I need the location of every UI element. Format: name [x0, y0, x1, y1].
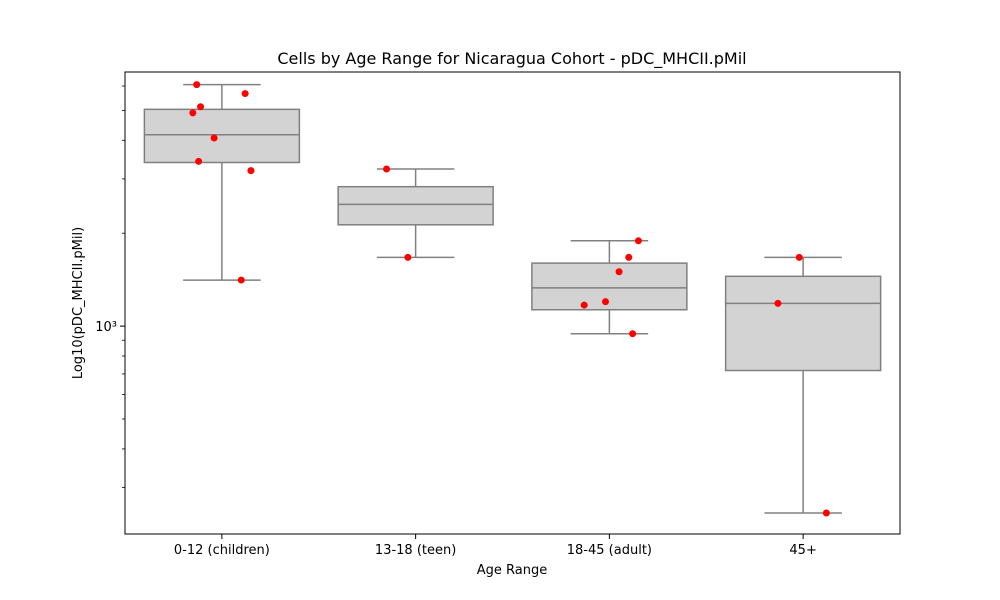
plot-area	[143, 81, 882, 517]
y-tick-label: 10³	[95, 320, 117, 335]
x-tick-label: 0-12 (children)	[174, 543, 270, 558]
data-point	[237, 276, 245, 284]
box-iqr	[143, 108, 301, 164]
data-point	[629, 330, 637, 338]
chart-title: Cells by Age Range for Nicaragua Cohort …	[277, 49, 746, 69]
box-group	[337, 168, 494, 259]
data-point	[404, 253, 412, 261]
data-point	[197, 103, 205, 111]
x-tick-label: 45+	[789, 543, 816, 558]
x-tick-label: 18-45 (adult)	[567, 543, 652, 558]
data-point	[580, 301, 588, 309]
box-group	[724, 256, 882, 514]
plot-frame	[124, 71, 901, 535]
data-point	[210, 134, 218, 142]
data-point	[193, 81, 201, 89]
data-point	[189, 109, 197, 117]
data-point	[774, 299, 782, 307]
data-point	[795, 253, 803, 261]
data-point	[241, 90, 249, 98]
box-iqr	[337, 185, 494, 226]
data-point	[615, 268, 623, 276]
x-axis-title: Age Range	[477, 563, 547, 578]
box-iqr	[531, 262, 688, 311]
box-group	[143, 83, 301, 281]
data-point	[625, 253, 633, 261]
data-point	[634, 237, 642, 245]
data-point	[383, 165, 391, 173]
data-point	[602, 298, 609, 306]
data-point	[822, 509, 830, 517]
data-point	[195, 157, 203, 165]
y-axis-title: Log10(pDC_MHCII.pMil)	[71, 227, 86, 379]
box-group	[531, 240, 688, 335]
data-point	[247, 167, 255, 175]
box-iqr	[724, 275, 882, 372]
x-tick-label: 13-18 (teen)	[375, 543, 456, 558]
